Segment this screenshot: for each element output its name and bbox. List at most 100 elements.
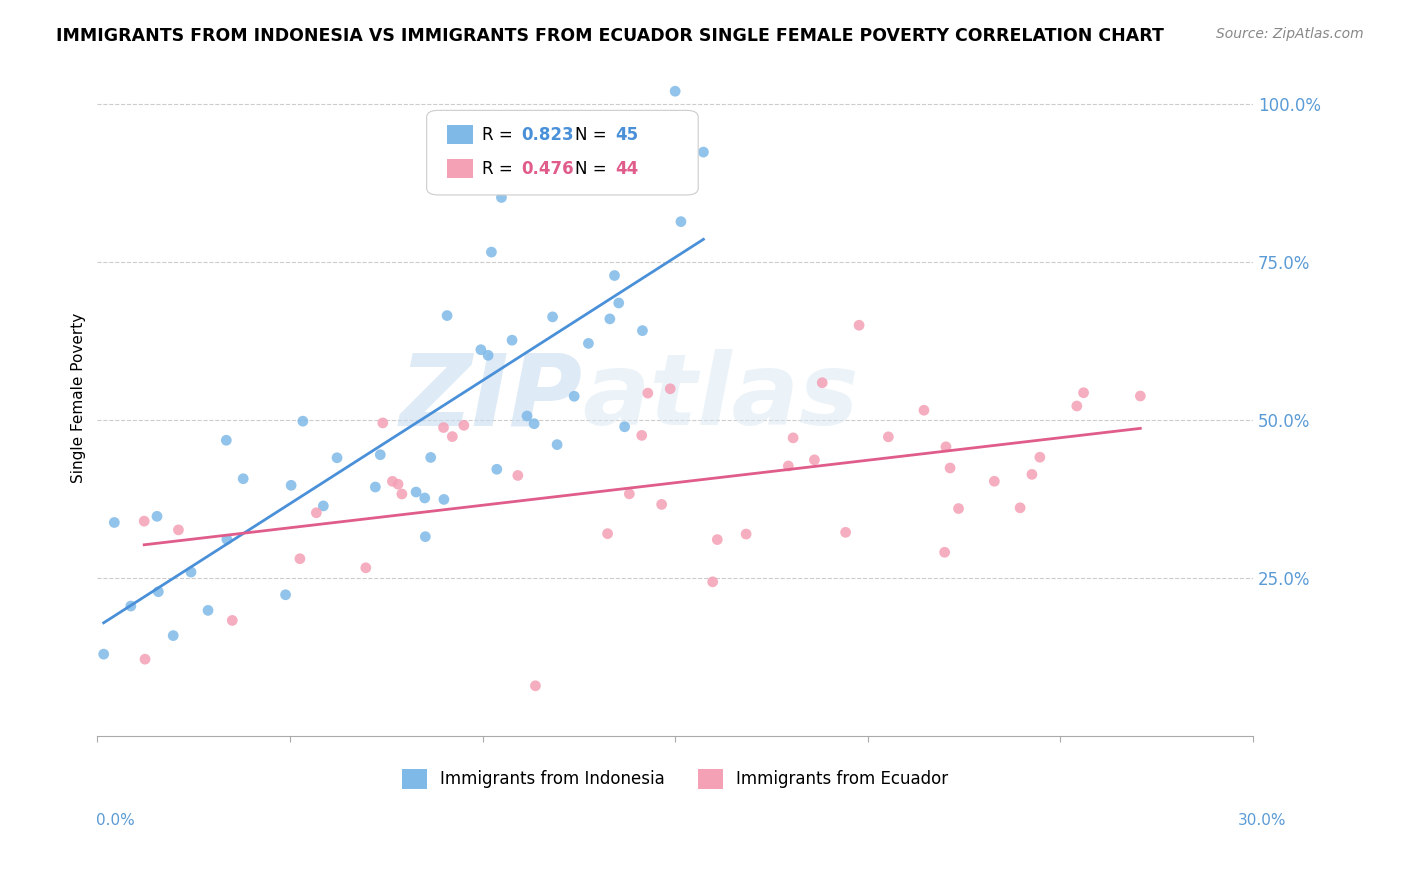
Point (603, 268, 626, 283)
Point (782, 431, 804, 445)
Point (419, 450, 441, 465)
Point (470, 343, 492, 357)
Point (413, 491, 436, 505)
Point (599, 311, 621, 326)
FancyBboxPatch shape (447, 125, 472, 145)
Point (607, 296, 630, 310)
FancyBboxPatch shape (426, 111, 699, 195)
Point (659, 382, 682, 396)
Point (631, 324, 654, 338)
Point (613, 419, 636, 434)
Text: R =: R = (482, 160, 519, 178)
Point (485, 462, 508, 476)
Point (664, 84, 686, 98)
Point (546, 437, 568, 451)
Text: ZIP: ZIP (399, 350, 582, 447)
Point (501, 333, 523, 347)
Point (1021, 467, 1043, 482)
Point (364, 480, 387, 494)
Point (877, 430, 900, 444)
Point (562, 389, 585, 403)
Point (291, 414, 314, 428)
Point (103, 516, 125, 530)
Point (232, 472, 254, 486)
Point (162, 629, 184, 643)
Point (692, 145, 714, 160)
Point (134, 514, 156, 528)
Point (180, 565, 202, 579)
Point (167, 523, 190, 537)
Point (912, 403, 935, 417)
Point (280, 478, 302, 492)
Point (391, 487, 413, 501)
Point (354, 561, 377, 575)
Point (1066, 399, 1088, 413)
Point (305, 506, 328, 520)
Point (516, 409, 538, 423)
Text: 44: 44 (614, 160, 638, 178)
Point (506, 468, 529, 483)
Point (120, 599, 142, 613)
Point (702, 574, 724, 589)
Point (221, 614, 243, 628)
Text: 45: 45 (614, 126, 638, 144)
Text: N =: N = (575, 160, 612, 178)
Y-axis label: Single Female Poverty: Single Female Poverty (72, 313, 86, 483)
Point (481, 245, 503, 260)
Point (596, 526, 619, 541)
Point (1010, 500, 1032, 515)
Point (651, 497, 673, 511)
Point (706, 533, 728, 547)
Point (405, 485, 427, 500)
Point (935, 440, 957, 454)
Point (134, 652, 156, 666)
Point (630, 428, 652, 442)
Legend: Immigrants from Indonesia, Immigrants from Ecuador: Immigrants from Indonesia, Immigrants fr… (395, 762, 955, 796)
Point (415, 530, 437, 544)
Text: R =: R = (482, 126, 519, 144)
FancyBboxPatch shape (447, 159, 472, 178)
Point (288, 551, 311, 566)
Point (811, 376, 834, 390)
Point (381, 475, 404, 489)
Point (432, 420, 454, 434)
Text: IMMIGRANTS FROM INDONESIA VS IMMIGRANTS FROM ECUADOR SINGLE FEMALE POVERTY CORRE: IMMIGRANTS FROM INDONESIA VS IMMIGRANTS … (56, 27, 1164, 45)
Point (735, 527, 758, 541)
Point (368, 448, 391, 462)
Point (834, 525, 856, 540)
Point (578, 336, 600, 351)
Point (803, 453, 825, 467)
Point (436, 309, 458, 323)
Point (146, 509, 169, 524)
Point (1129, 389, 1152, 403)
Point (491, 190, 513, 204)
Point (1029, 450, 1052, 465)
Text: Source: ZipAtlas.com: Source: ZipAtlas.com (1216, 27, 1364, 41)
Point (637, 386, 659, 401)
Text: N =: N = (575, 126, 612, 144)
Text: 30.0%: 30.0% (1239, 814, 1286, 828)
Point (939, 461, 962, 475)
Point (441, 429, 464, 443)
Text: 0.823: 0.823 (522, 126, 574, 144)
Point (1073, 385, 1095, 400)
Point (371, 416, 394, 430)
Point (148, 584, 170, 599)
Text: 0.0%: 0.0% (96, 814, 135, 828)
Point (215, 434, 238, 448)
Point (433, 492, 456, 507)
Point (524, 679, 547, 693)
Point (197, 603, 219, 617)
Text: atlas: atlas (582, 350, 859, 447)
Point (387, 477, 409, 491)
Text: 0.476: 0.476 (522, 160, 574, 178)
Point (571, 137, 593, 152)
Point (215, 533, 238, 547)
Point (948, 501, 970, 516)
Point (541, 310, 564, 324)
Point (523, 417, 546, 431)
Point (477, 348, 499, 362)
Point (453, 418, 475, 433)
Point (274, 588, 297, 602)
Point (619, 487, 641, 501)
